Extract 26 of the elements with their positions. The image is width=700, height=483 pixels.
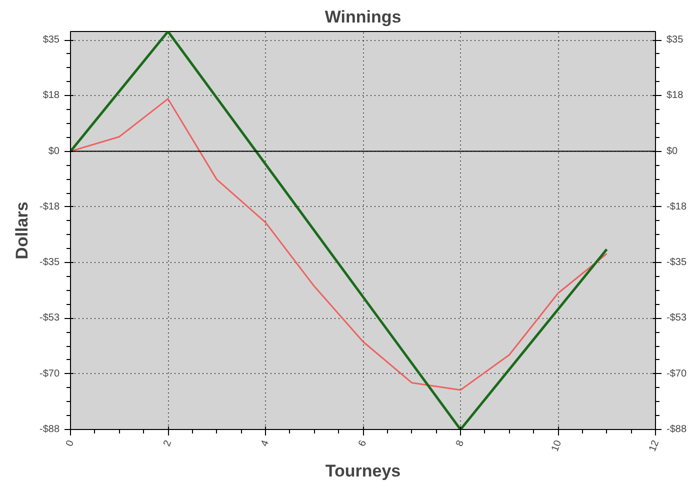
y2-tick-label: $18: [666, 90, 684, 102]
x-axis-title: Tourneys: [325, 461, 401, 480]
y-axis-title: Dollars: [12, 202, 32, 260]
y-tick-label: $0: [48, 146, 60, 157]
y-tick-label: -$35: [39, 257, 60, 268]
x-tick-label: 12: [647, 438, 662, 454]
y2-tick-label: -$53: [666, 312, 687, 324]
x-tick-label: 0: [64, 438, 77, 448]
y2-tick-label: -$88: [666, 424, 687, 435]
y-tick-label: $35: [42, 34, 60, 46]
y-tick-label: $18: [42, 90, 60, 102]
x-tick-label: 6: [356, 438, 370, 448]
x-tick-label: 8: [454, 438, 467, 448]
y-tick-label: -$18: [39, 201, 60, 212]
x-tick-label: 10: [550, 438, 564, 454]
y2-tick-label: -$35: [666, 257, 687, 268]
x-tick-label: 2: [162, 438, 174, 448]
chart-title: Winnings: [324, 8, 402, 26]
y2-tick-label: -$70: [666, 368, 687, 380]
y2-tick-label: $0: [666, 146, 678, 157]
y-tick-label: -$70: [39, 368, 60, 380]
y2-tick-label: -$18: [666, 201, 687, 212]
y-tick-label: -$53: [39, 312, 60, 324]
y-tick-label: -$88: [39, 424, 60, 435]
y2-tick-label: $35: [666, 34, 684, 46]
x-tick-label: 4: [259, 438, 272, 448]
